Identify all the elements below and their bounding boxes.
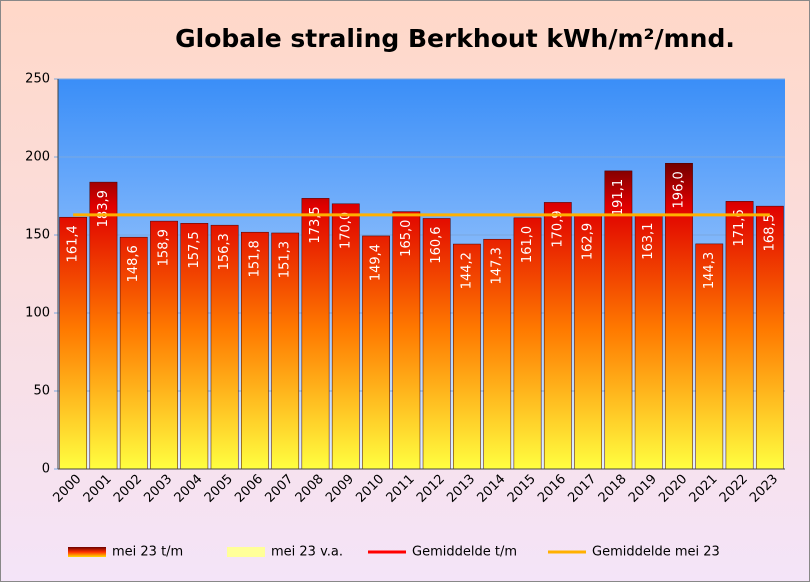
y-tick-label: 200 bbox=[25, 150, 50, 165]
plot-area bbox=[58, 79, 785, 469]
legend-swatch bbox=[68, 547, 106, 557]
y-tick-label: 50 bbox=[33, 384, 50, 399]
bar bbox=[604, 170, 633, 470]
bar bbox=[725, 201, 754, 470]
bar bbox=[574, 214, 602, 470]
bar bbox=[634, 214, 663, 470]
value-label: 147,3 bbox=[490, 247, 505, 284]
value-label: 162,9 bbox=[581, 223, 596, 260]
bar bbox=[241, 231, 269, 470]
bar bbox=[422, 218, 451, 470]
value-label: 196,0 bbox=[671, 171, 686, 208]
bar bbox=[180, 223, 209, 470]
value-label: 161,0 bbox=[520, 226, 535, 263]
bar bbox=[301, 198, 330, 470]
y-tick-label: 0 bbox=[42, 462, 50, 477]
value-label: 158,9 bbox=[157, 229, 172, 266]
chart-title: Globale straling Berkhout kWh/m²/mnd. bbox=[175, 24, 735, 53]
value-label: 156,3 bbox=[217, 233, 232, 270]
value-label: 157,5 bbox=[187, 231, 202, 268]
value-label: 170,0 bbox=[338, 212, 353, 249]
value-label: 161,4 bbox=[66, 225, 81, 262]
legend-label: mei 23 v.a. bbox=[271, 545, 343, 560]
value-label: 151,3 bbox=[278, 241, 293, 278]
y-tick-label: 100 bbox=[25, 306, 50, 321]
value-label: 148,6 bbox=[126, 245, 141, 282]
bar bbox=[210, 224, 239, 470]
bar bbox=[543, 202, 572, 470]
bar bbox=[483, 238, 512, 470]
value-label: 163,1 bbox=[641, 223, 656, 260]
legend-label: mei 23 t/m bbox=[112, 545, 183, 560]
bar bbox=[755, 205, 784, 470]
bar bbox=[150, 220, 178, 470]
value-label: 168,5 bbox=[762, 214, 777, 251]
value-label: 160,6 bbox=[429, 226, 444, 263]
bar bbox=[392, 211, 421, 470]
bar bbox=[59, 216, 88, 470]
y-tick-label: 250 bbox=[25, 72, 50, 87]
value-label: 170,9 bbox=[550, 210, 565, 247]
bar bbox=[119, 236, 148, 470]
y-tick-label: 150 bbox=[25, 228, 50, 243]
value-label: 171,6 bbox=[732, 209, 747, 246]
bar bbox=[453, 243, 481, 470]
bar bbox=[331, 203, 360, 470]
value-label: 173,5 bbox=[308, 206, 323, 243]
value-label: 149,4 bbox=[369, 244, 384, 281]
value-label: 151,8 bbox=[247, 240, 262, 277]
legend-label: Gemiddelde mei 23 bbox=[592, 545, 720, 560]
value-label: 144,2 bbox=[459, 252, 474, 289]
value-label: 165,0 bbox=[399, 220, 414, 257]
value-label: 144,3 bbox=[702, 252, 717, 289]
legend-swatch bbox=[227, 547, 265, 557]
legend-label: Gemiddelde t/m bbox=[412, 545, 517, 560]
bar bbox=[271, 232, 300, 470]
bar bbox=[89, 181, 118, 470]
value-label: 191,1 bbox=[611, 179, 626, 216]
bar bbox=[513, 217, 542, 470]
value-label: 183,9 bbox=[96, 190, 111, 227]
